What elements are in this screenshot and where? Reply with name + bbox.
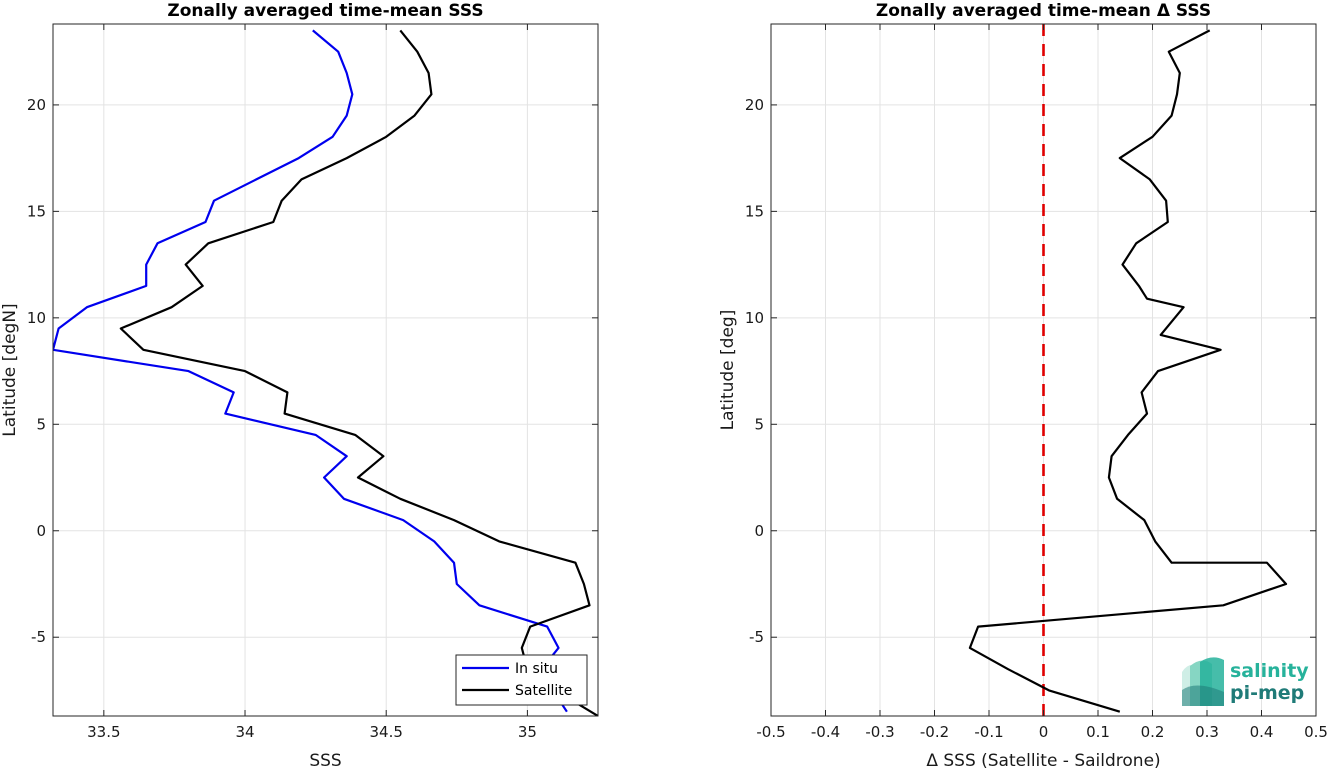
x-tick-label: -0.1 <box>974 723 1003 741</box>
series-line-satellite <box>119 29 598 716</box>
right-panel-title: Zonally averaged time-mean Δ SSS <box>876 1 1211 21</box>
x-tick-label: 34 <box>235 723 254 741</box>
salinity-pi-mep-logo: salinity pi-mep <box>1182 657 1309 706</box>
x-tick-label: 0 <box>1039 723 1049 741</box>
x-tick-label: 35 <box>518 723 537 741</box>
legend: In situ Satellite <box>455 654 588 706</box>
y-tick-label: 20 <box>745 96 764 114</box>
x-tick-label: -0.3 <box>865 723 894 741</box>
left-panel-title: Zonally averaged time-mean SSS <box>167 1 483 21</box>
y-tick-label: -5 <box>31 628 46 646</box>
logo-text-pi-mep: pi-mep <box>1230 682 1304 704</box>
x-tick-label: 34.5 <box>370 723 403 741</box>
y-tick-label: 5 <box>36 415 46 433</box>
y-tick-label: -5 <box>749 628 764 646</box>
y-tick-label: 10 <box>745 309 764 327</box>
logo-text-salinity: salinity <box>1230 660 1309 682</box>
y-tick-label: 5 <box>754 415 764 433</box>
right-panel-xlabel: Δ SSS (Satellite - Saildrone) <box>926 751 1160 769</box>
x-tick-label: 0.2 <box>1141 723 1165 741</box>
x-tick-label: 0.3 <box>1195 723 1219 741</box>
legend-box <box>455 654 588 706</box>
y-tick-label: 20 <box>27 96 46 114</box>
logo-wave-icon <box>1182 657 1224 706</box>
y-tick-label: 0 <box>36 522 46 540</box>
y-tick-label: 0 <box>754 522 764 540</box>
y-tick-label: 15 <box>27 202 46 220</box>
left-panel-xlabel: SSS <box>309 751 341 769</box>
x-tick-label: 0.5 <box>1304 723 1328 741</box>
y-tick-label: 15 <box>745 202 764 220</box>
y-tick-label: 10 <box>27 309 46 327</box>
x-tick-label: -0.5 <box>756 723 785 741</box>
left-panel-sss: 33.5 34 34.5 35 -5 0 5 10 15 20 Zonally averaged … <box>0 1 599 769</box>
right-panel-delta-sss: -0.5 -0.4 -0.3 -0.2 -0.1 0 0.1 0.2 0.3 0.4 0.5 -5 0 5… <box>718 1 1328 769</box>
x-tick-label: -0.4 <box>811 723 840 741</box>
legend-label-in-situ: In situ <box>515 661 558 677</box>
x-tick-label: 0.1 <box>1086 723 1110 741</box>
x-tick-label: 0.4 <box>1250 723 1274 741</box>
series-line-delta-sss <box>968 29 1288 713</box>
left-panel-ylabel: Latitude [degN] <box>0 303 20 436</box>
x-tick-label: -0.2 <box>920 723 949 741</box>
series-line-in-situ <box>53 29 568 713</box>
right-panel-ylabel: Latitude [deg] <box>718 310 738 431</box>
left-panel-frame <box>52 23 599 717</box>
x-tick-label: 33.5 <box>87 723 120 741</box>
legend-label-satellite: Satellite <box>515 683 572 699</box>
